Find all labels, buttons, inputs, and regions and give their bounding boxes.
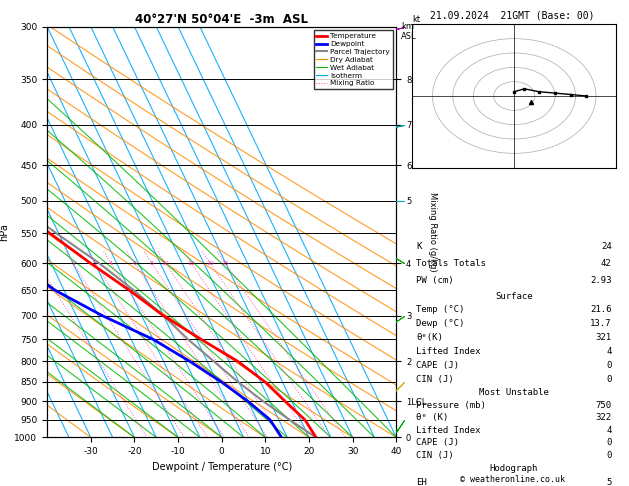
Text: Dewp (°C): Dewp (°C) <box>416 319 464 329</box>
Text: CIN (J): CIN (J) <box>416 451 454 460</box>
Text: 5: 5 <box>606 478 611 486</box>
Text: 0: 0 <box>606 375 611 384</box>
Text: CIN (J): CIN (J) <box>416 375 454 384</box>
Text: CAPE (J): CAPE (J) <box>416 361 459 370</box>
Y-axis label: Mixing Ratio (g/kg): Mixing Ratio (g/kg) <box>428 192 438 272</box>
Text: PW (cm): PW (cm) <box>416 276 454 285</box>
Text: km
ASL: km ASL <box>401 22 417 41</box>
Text: 4: 4 <box>606 426 611 435</box>
Text: 42: 42 <box>601 259 611 268</box>
Text: 0: 0 <box>606 438 611 448</box>
Legend: Temperature, Dewpoint, Parcel Trajectory, Dry Adiabat, Wet Adiabat, Isotherm, Mi: Temperature, Dewpoint, Parcel Trajectory… <box>313 30 392 89</box>
Text: Temp (°C): Temp (°C) <box>416 306 464 314</box>
Text: 20: 20 <box>206 260 214 266</box>
Text: 8: 8 <box>150 260 153 266</box>
Text: 321: 321 <box>596 333 611 342</box>
Text: © weatheronline.co.uk: © weatheronline.co.uk <box>460 475 565 484</box>
Text: 322: 322 <box>596 413 611 422</box>
Text: 15: 15 <box>187 260 195 266</box>
Text: Most Unstable: Most Unstable <box>479 388 549 397</box>
Text: Hodograph: Hodograph <box>490 464 538 473</box>
Y-axis label: hPa: hPa <box>0 223 9 241</box>
Text: 13.7: 13.7 <box>590 319 611 329</box>
Text: Lifted Index: Lifted Index <box>416 347 481 356</box>
Text: 2: 2 <box>71 260 75 266</box>
Text: 21.6: 21.6 <box>590 306 611 314</box>
Text: θᵉ (K): θᵉ (K) <box>416 413 448 422</box>
Text: 0: 0 <box>606 451 611 460</box>
Text: kt: kt <box>412 15 420 24</box>
Text: 4: 4 <box>109 260 113 266</box>
Text: K: K <box>416 242 421 251</box>
Text: CAPE (J): CAPE (J) <box>416 438 459 448</box>
Text: 24: 24 <box>601 242 611 251</box>
Text: EH: EH <box>416 478 427 486</box>
Text: 10: 10 <box>162 260 169 266</box>
Text: 2.93: 2.93 <box>590 276 611 285</box>
Text: Lifted Index: Lifted Index <box>416 426 481 435</box>
Text: 6: 6 <box>133 260 136 266</box>
Text: 25: 25 <box>221 260 229 266</box>
Text: 4: 4 <box>606 347 611 356</box>
Title: 40°27'N 50°04'E  -3m  ASL: 40°27'N 50°04'E -3m ASL <box>135 13 308 26</box>
X-axis label: Dewpoint / Temperature (°C): Dewpoint / Temperature (°C) <box>152 462 292 472</box>
Text: Surface: Surface <box>495 292 533 301</box>
Text: 0: 0 <box>606 361 611 370</box>
Text: θᵉ(K): θᵉ(K) <box>416 333 443 342</box>
Text: Totals Totals: Totals Totals <box>416 259 486 268</box>
Text: 3: 3 <box>93 260 97 266</box>
Text: Pressure (mb): Pressure (mb) <box>416 400 486 410</box>
Text: 750: 750 <box>596 400 611 410</box>
Text: 21.09.2024  21GMT (Base: 00): 21.09.2024 21GMT (Base: 00) <box>430 11 595 21</box>
